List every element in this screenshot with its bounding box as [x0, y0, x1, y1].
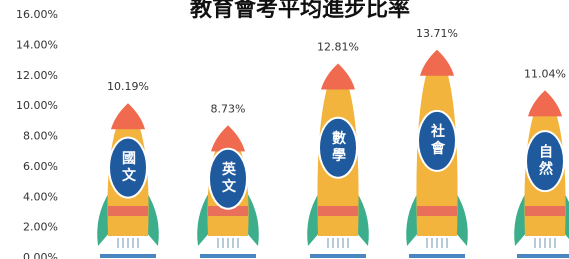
y-tick-label: 4.00%	[23, 190, 58, 203]
rocket-nose	[528, 90, 562, 116]
rocket-base	[100, 254, 156, 258]
chart-title: 教育會考平均進步比率	[190, 0, 410, 22]
value-label: 11.04%	[524, 67, 566, 80]
chart: 教育會考平均進步比率 0.00% 2.00% 4.00% 6.00% 8.00% 10.0…	[0, 0, 569, 259]
y-tick-label: 16.00%	[16, 8, 58, 21]
rocket-nose	[321, 63, 355, 89]
value-label: 8.73%	[211, 102, 246, 115]
rocket-band	[108, 206, 148, 216]
rocket-base	[517, 254, 569, 258]
rocket-nose	[420, 50, 454, 76]
x-tick-label: 數學	[330, 130, 346, 165]
rocket-nose	[111, 103, 145, 129]
y-tick-label: 0.00%	[23, 251, 58, 259]
rocket-base	[200, 254, 256, 258]
x-tick-label: 英文	[220, 161, 237, 196]
rocket-band	[525, 206, 565, 216]
y-tick-label: 10.00%	[16, 99, 58, 112]
rocket-base	[310, 254, 366, 258]
y-tick-label: 6.00%	[23, 160, 58, 173]
x-tick-label: 國文	[120, 151, 136, 185]
value-label: 10.19%	[107, 80, 149, 93]
rocket-band	[318, 206, 358, 216]
x-tick-label: 自然	[537, 143, 553, 178]
rocket-base	[409, 254, 465, 258]
y-tick-label: 8.00%	[23, 130, 58, 143]
rocket-band	[417, 206, 457, 216]
y-tick-label: 14.00%	[16, 38, 58, 51]
value-label: 12.81%	[317, 40, 359, 53]
y-tick-label: 2.00%	[23, 221, 58, 234]
value-label: 13.71%	[416, 27, 458, 40]
y-tick-label: 12.00%	[16, 69, 58, 82]
rocket-nose	[211, 125, 245, 151]
x-tick-label: 社會	[429, 123, 446, 158]
